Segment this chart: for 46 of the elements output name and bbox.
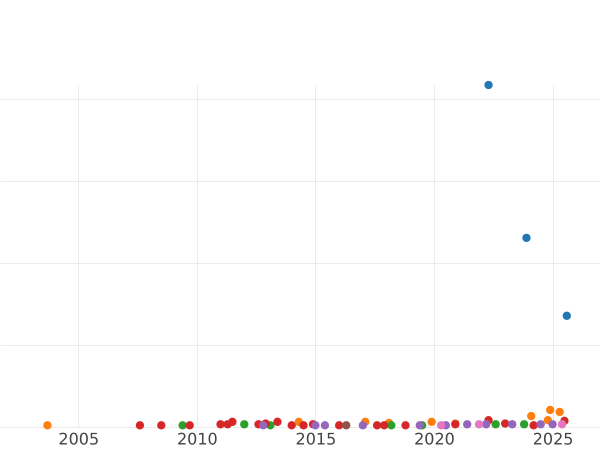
point [288, 421, 296, 430]
point [474, 420, 484, 428]
point [299, 421, 308, 430]
point [311, 421, 320, 430]
point [387, 421, 396, 430]
point [259, 421, 268, 430]
point [401, 421, 410, 430]
point [484, 80, 493, 90]
point [536, 420, 545, 428]
x-tick-label: 2020 [414, 430, 455, 448]
point [482, 420, 490, 428]
point [136, 421, 144, 430]
point [372, 421, 382, 430]
point [320, 421, 330, 430]
point [491, 420, 500, 428]
point [548, 420, 557, 428]
point [463, 420, 472, 428]
point [520, 420, 528, 428]
point [546, 406, 554, 414]
point [178, 421, 187, 430]
point [228, 418, 237, 426]
x-tick-label: 2010 [176, 430, 218, 448]
point [216, 420, 225, 428]
point [436, 421, 446, 430]
point [500, 419, 510, 428]
point [334, 421, 344, 430]
point [508, 420, 516, 428]
point [358, 421, 368, 430]
point [273, 418, 282, 426]
point [529, 421, 538, 430]
point [380, 421, 388, 430]
point [527, 412, 536, 420]
point [240, 420, 248, 428]
point [522, 234, 531, 242]
x-tick-label: 2005 [58, 430, 100, 448]
point [342, 421, 350, 430]
x-tick-label: 2025 [532, 430, 574, 448]
point [562, 312, 571, 320]
point [556, 408, 564, 416]
point [157, 421, 166, 430]
point [43, 421, 52, 430]
point [558, 420, 566, 428]
point [416, 421, 424, 430]
point [427, 418, 436, 426]
x-tick-label: 2015 [296, 430, 336, 448]
point [186, 421, 194, 430]
